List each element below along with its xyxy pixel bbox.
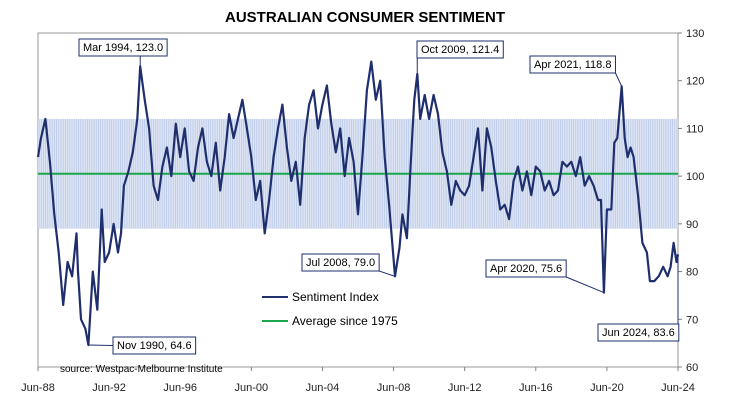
y-tick-label: 130 [686, 28, 704, 40]
annotation: Apr 2021, 118.8 [529, 55, 623, 87]
annotation-leader [378, 270, 396, 277]
x-tick-label: Jun-16 [519, 382, 553, 394]
y-tick-label: 110 [686, 123, 704, 135]
annotation-box [301, 253, 380, 272]
annotation: Jul 2008, 79.0 [301, 253, 396, 277]
y-tick-label: 100 [686, 171, 704, 183]
annotation-label: Apr 2020, 75.6 [490, 263, 562, 275]
x-tick-label: Jun-92 [92, 382, 126, 394]
annotation: Oct 2009, 121.4 [416, 40, 504, 75]
y-tick-label: 90 [686, 219, 698, 231]
legend-item: Sentiment Index [262, 290, 379, 304]
y-tick-label: 60 [686, 362, 698, 374]
annotation: Apr 2020, 75.6 [485, 259, 605, 294]
y-tick-label: 120 [686, 76, 704, 88]
annotations: Mar 1994, 123.0 Nov 1990, 64.6 Oct 2009, 1… [78, 38, 680, 355]
annotation-leader [565, 276, 605, 294]
annotation-box [78, 38, 168, 57]
annotation-label: Apr 2021, 118.8 [534, 59, 611, 71]
annotation-box [416, 40, 504, 59]
x-tick-label: Jun-08 [377, 382, 411, 394]
x-tick-label: Jun-20 [590, 382, 624, 394]
x-tick-label: Jun-96 [163, 382, 197, 394]
legend-label: Average since 1975 [292, 314, 398, 328]
annotation: Jun 2024, 83.6 [597, 254, 680, 342]
legend-item: Average since 1975 [262, 314, 398, 328]
annotation-leader [615, 72, 623, 87]
x-tick-label: Jun-04 [306, 382, 340, 394]
axes: 60 70 80 90 100 110 120 130 Jun-88 Jun-92 Jun-96 Ju… [21, 28, 704, 394]
annotation-box [485, 259, 567, 278]
x-tick-label: Jun-24 [661, 382, 695, 394]
x-tick-label: Jun-88 [21, 382, 55, 394]
x-tick-label: Jun-00 [235, 382, 269, 394]
annotation-box [529, 55, 616, 74]
annotation-label: Oct 2009, 121.4 [421, 44, 499, 56]
y-tick-label: 80 [686, 267, 698, 279]
legend-label: Sentiment Index [292, 290, 379, 304]
sentiment-line-layer [36, 60, 680, 347]
annotation-label: Mar 1994, 123.0 [83, 42, 163, 54]
source-note: source: Westpac-Melbourne Institute [60, 364, 223, 375]
annotation-label: Jun 2024, 83.6 [602, 327, 675, 339]
legend: Sentiment Index Average since 1975 [262, 290, 398, 328]
annotation-label: Nov 1990, 64.6 [117, 340, 192, 352]
annotation: Nov 1990, 64.6 [88, 336, 197, 355]
annotation-box [597, 323, 680, 342]
chart-title: AUSTRALIAN CONSUMER SENTIMENT [225, 9, 505, 26]
y-tick-label: 70 [686, 314, 698, 326]
x-tick-label: Jun-12 [448, 382, 482, 394]
annotation-label: Jul 2008, 79.0 [306, 257, 375, 269]
sentiment-line [36, 60, 680, 347]
annotation: Mar 1994, 123.0 [78, 38, 168, 67]
